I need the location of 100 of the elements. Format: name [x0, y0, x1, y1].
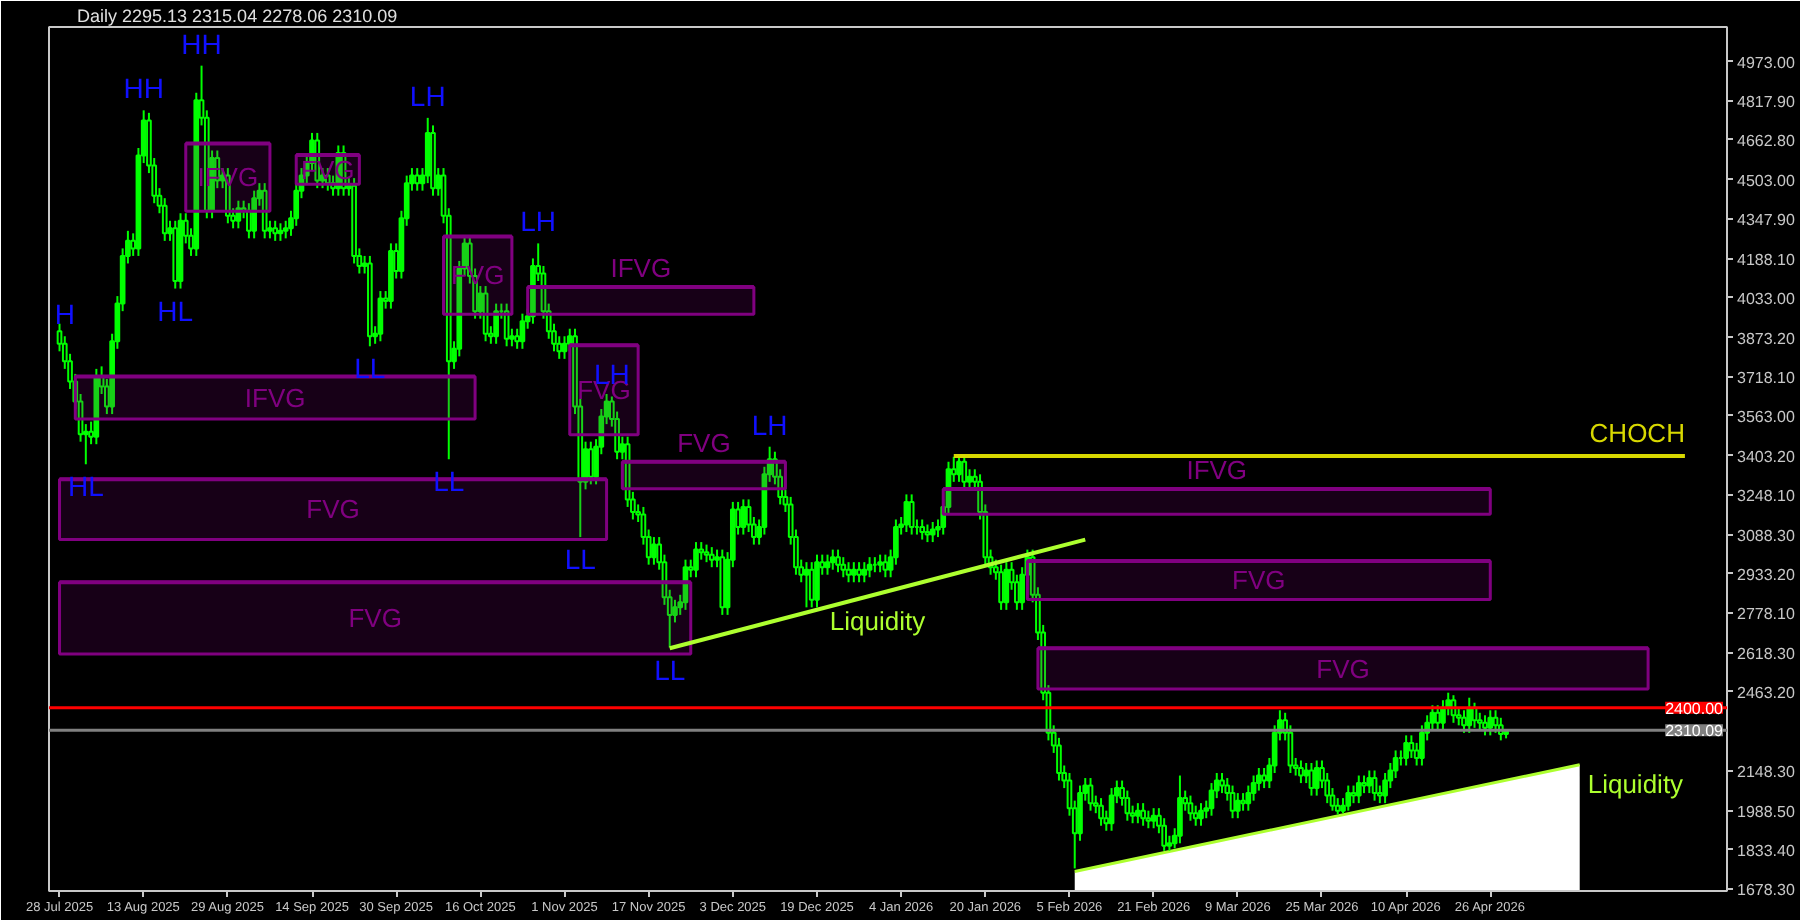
- candlestick: [1234, 792, 1241, 820]
- candlestick: [803, 561, 810, 609]
- y-tick-label: 4347.90: [1737, 210, 1796, 229]
- series-label: FVG: [1232, 565, 1286, 596]
- candlestick: [1355, 774, 1362, 805]
- candlestick: [998, 563, 1004, 611]
- annotation: LH: [520, 205, 557, 238]
- y-tick-label: 2933.20: [1737, 565, 1796, 584]
- candlestick: [1371, 769, 1378, 802]
- y-tick-label: 1678.30: [1737, 880, 1796, 899]
- candlestick: [1187, 794, 1194, 822]
- series-label: CHOCH: [1589, 417, 1685, 448]
- candlestick: [1313, 759, 1320, 797]
- candlestick: [845, 561, 852, 584]
- y-tick-label: 4188.10: [1737, 250, 1796, 269]
- annotation: LL: [564, 543, 597, 576]
- candlestick: [1229, 784, 1236, 820]
- candlestick: [740, 498, 747, 536]
- y-tick-label: 3248.10: [1737, 486, 1796, 505]
- candlestick: [840, 556, 847, 579]
- candlestick: [1298, 759, 1304, 785]
- candlestick: [693, 541, 699, 579]
- series-label: FVG: [301, 154, 355, 185]
- y-tick-label: 4662.80: [1737, 131, 1796, 150]
- y-tick-label: 4973.00: [1737, 53, 1796, 72]
- candlestick: [561, 335, 568, 360]
- series-label: Liquidity: [829, 605, 927, 636]
- candlestick: [850, 561, 857, 584]
- candlestick: [1098, 797, 1104, 827]
- candlestick: [1140, 802, 1146, 827]
- annotation: LL: [433, 465, 465, 498]
- chart-title: Daily 2295.13 2315.04 2278.06 2310.09: [77, 6, 398, 26]
- candlestick: [708, 546, 715, 569]
- candlestick: [1392, 749, 1399, 780]
- y-tick-label: 2148.30: [1737, 762, 1796, 781]
- y-tick-label: 1988.50: [1737, 803, 1796, 822]
- series-label: FVG: [677, 427, 731, 458]
- candlestick: [1150, 807, 1157, 830]
- candlestick: [1345, 784, 1352, 812]
- annotation: HL: [157, 294, 194, 327]
- y-tick-label: 4503.00: [1737, 171, 1796, 190]
- candlestick: [1177, 774, 1183, 845]
- candlestick: [1403, 734, 1409, 767]
- candlestick: [1124, 789, 1131, 822]
- candlestick: [866, 556, 873, 579]
- candlestick: [251, 189, 257, 240]
- series-label: FVG: [1316, 653, 1370, 684]
- candlestick: [261, 182, 268, 240]
- candlestick: [1440, 699, 1446, 732]
- candlestick: [882, 553, 889, 579]
- candlestick: [1135, 802, 1141, 825]
- series-label: IFVG: [610, 253, 672, 284]
- y-tick-label: 2778.10: [1737, 604, 1796, 623]
- candlestick: [835, 548, 841, 574]
- candlestick: [1434, 704, 1441, 732]
- y-tick-label: 4817.90: [1737, 92, 1796, 111]
- candlestick: [824, 553, 831, 576]
- annotation: HH: [181, 27, 222, 60]
- annotation: H: [54, 298, 75, 331]
- ref-line-label: 2400.00: [1665, 699, 1725, 718]
- candlestick: [1198, 802, 1204, 827]
- y-tick-label: 3563.00: [1737, 407, 1796, 426]
- candlestick: [961, 453, 968, 491]
- candlestick: [1466, 696, 1473, 734]
- series-label: IFVG: [244, 382, 306, 413]
- candlestick: [956, 455, 962, 483]
- candlestick: [903, 493, 910, 534]
- candlestick: [919, 518, 926, 541]
- candlestick: [1492, 709, 1499, 734]
- candlestick: [1219, 772, 1225, 795]
- candlestick: [1429, 704, 1436, 732]
- y-tick-label: 3088.30: [1737, 526, 1796, 545]
- candlestick: [829, 548, 836, 571]
- candlestick: [814, 553, 820, 609]
- annotation: LH: [751, 408, 788, 441]
- annotation: HL: [67, 470, 105, 503]
- candlestick: [856, 561, 862, 584]
- annotation: HH: [123, 72, 164, 105]
- y-tick-label: 4033.00: [1737, 289, 1796, 308]
- y-tick-label: 2618.30: [1737, 644, 1796, 663]
- series-label: FVG: [306, 494, 360, 525]
- series-label: IFVG: [1186, 455, 1248, 486]
- series-label: FVG: [348, 603, 402, 634]
- y-tick-label: 2463.20: [1737, 683, 1796, 702]
- candlestick: [493, 302, 499, 345]
- annotation: LH: [409, 79, 446, 112]
- y-tick-label: 1833.40: [1737, 841, 1796, 860]
- ref-line-label: 2310.09: [1665, 722, 1725, 741]
- candlestick: [861, 561, 868, 584]
- candlestick: [908, 493, 915, 536]
- candlestick: [519, 312, 526, 350]
- annotation: LL: [654, 653, 686, 686]
- candlestick: [1366, 769, 1373, 795]
- candlestick: [1245, 784, 1252, 812]
- candlestick: [1192, 804, 1199, 827]
- y-tick-label: 3718.10: [1737, 368, 1796, 387]
- annotation: LL: [354, 352, 386, 385]
- candlestick: [1487, 709, 1494, 737]
- candlestick: [272, 219, 279, 242]
- candlestick: [966, 468, 973, 491]
